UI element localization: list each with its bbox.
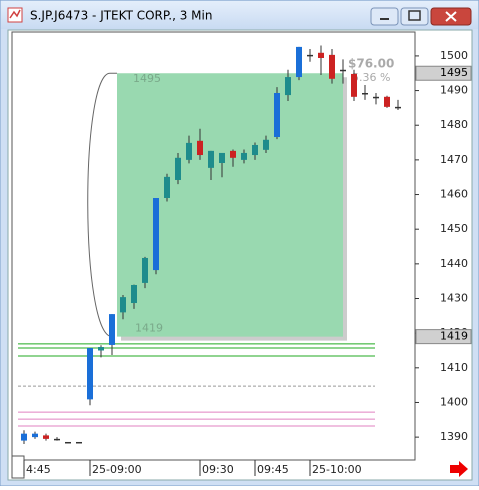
- candle-body: [362, 92, 368, 95]
- y-tick-label: 1390: [440, 430, 468, 443]
- scroll-box[interactable]: [11, 455, 25, 479]
- candle-body: [241, 152, 247, 160]
- candle-body: [32, 433, 38, 438]
- box-change: $76.00: [348, 57, 394, 71]
- maximize-button[interactable]: [400, 7, 429, 26]
- candle-body: [186, 142, 192, 160]
- candle-body: [54, 438, 60, 441]
- x-tick-label: 4:45: [26, 463, 51, 476]
- scroll-arrow[interactable]: [450, 461, 468, 477]
- x-tick-label: 25-10:00: [312, 463, 362, 476]
- candle-body: [340, 69, 346, 72]
- window-title: S.JP.J6473 - JTEKT CORP., 3 Min: [30, 9, 212, 23]
- candle-body: [142, 257, 148, 283]
- x-tick-label: 09:30: [202, 463, 234, 476]
- candle-body: [109, 314, 115, 345]
- box-curve: [87, 72, 117, 338]
- candle-body: [43, 435, 49, 439]
- y-tick-label: 1460: [440, 188, 468, 201]
- candle-body: [131, 284, 137, 304]
- candle-body: [219, 152, 225, 163]
- candle-body: [252, 144, 258, 156]
- box-high-label: 1495: [133, 72, 161, 85]
- candle-body: [197, 140, 203, 156]
- candle-body: [76, 441, 82, 444]
- candle-body: [307, 54, 313, 57]
- candle-body: [98, 347, 104, 351]
- candle-body: [296, 46, 302, 78]
- y-tick-label: 1450: [440, 222, 468, 235]
- candle-body: [285, 77, 291, 96]
- y-tick-label: 1430: [440, 292, 468, 305]
- y-tick-label: 1400: [440, 395, 468, 408]
- candle-body: [395, 106, 401, 109]
- candle-body: [318, 52, 324, 58]
- candle-body: [153, 198, 159, 271]
- candle-body: [384, 96, 390, 107]
- y-tick-label: 1470: [440, 153, 468, 166]
- price-marker-label: 1419: [440, 330, 468, 343]
- y-tick-label: 1440: [440, 257, 468, 270]
- candle-body: [87, 348, 93, 400]
- price-marker: [415, 329, 472, 345]
- candle-body: [175, 157, 181, 180]
- maximize-icon: [408, 10, 421, 21]
- box-low-label: 1419: [135, 322, 163, 335]
- y-tick-label: 1410: [440, 361, 468, 374]
- x-tick-label: 09:45: [257, 463, 289, 476]
- price-marker: [415, 65, 472, 81]
- candle-body: [21, 433, 27, 441]
- candle-body: [373, 96, 379, 99]
- y-tick-label: 1500: [440, 49, 468, 62]
- candle-body: [230, 150, 236, 158]
- y-tick-label: 1480: [440, 118, 468, 131]
- close-icon: [445, 11, 457, 22]
- candle-body: [208, 150, 214, 168]
- candle-body: [351, 73, 357, 97]
- y-tick-label: 1490: [440, 84, 468, 97]
- candle-body: [65, 441, 71, 444]
- candle-body: [164, 176, 170, 199]
- price-marker-label: 1495: [440, 66, 468, 79]
- candle-body: [263, 139, 269, 150]
- candle-body: [120, 297, 126, 313]
- candle-body: [274, 92, 280, 138]
- candle-body: [329, 54, 335, 79]
- minimize-button[interactable]: [370, 7, 399, 26]
- app-icon-glyph: [9, 9, 21, 19]
- x-tick-label: 25-09:00: [92, 463, 142, 476]
- measure-box: [117, 73, 343, 337]
- chart: 1390140014101420143014401450146014701480…: [18, 45, 472, 476]
- box-percent: 5.36 %: [352, 71, 390, 84]
